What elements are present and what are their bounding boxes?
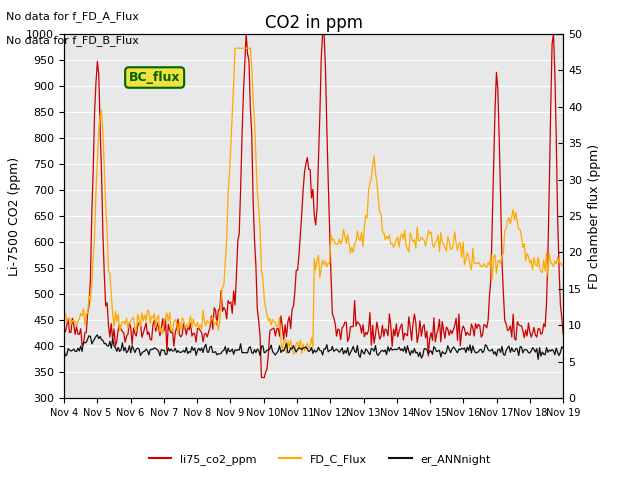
- Y-axis label: FD chamber flux (ppm): FD chamber flux (ppm): [588, 144, 601, 288]
- Title: CO2 in ppm: CO2 in ppm: [264, 14, 363, 32]
- Text: No data for f_FD_B_Flux: No data for f_FD_B_Flux: [6, 35, 140, 46]
- Y-axis label: Li-7500 CO2 (ppm): Li-7500 CO2 (ppm): [8, 156, 20, 276]
- Legend: li75_co2_ppm, FD_C_Flux, er_ANNnight: li75_co2_ppm, FD_C_Flux, er_ANNnight: [145, 450, 495, 469]
- Text: BC_flux: BC_flux: [129, 71, 180, 84]
- Text: No data for f_FD_A_Flux: No data for f_FD_A_Flux: [6, 11, 140, 22]
